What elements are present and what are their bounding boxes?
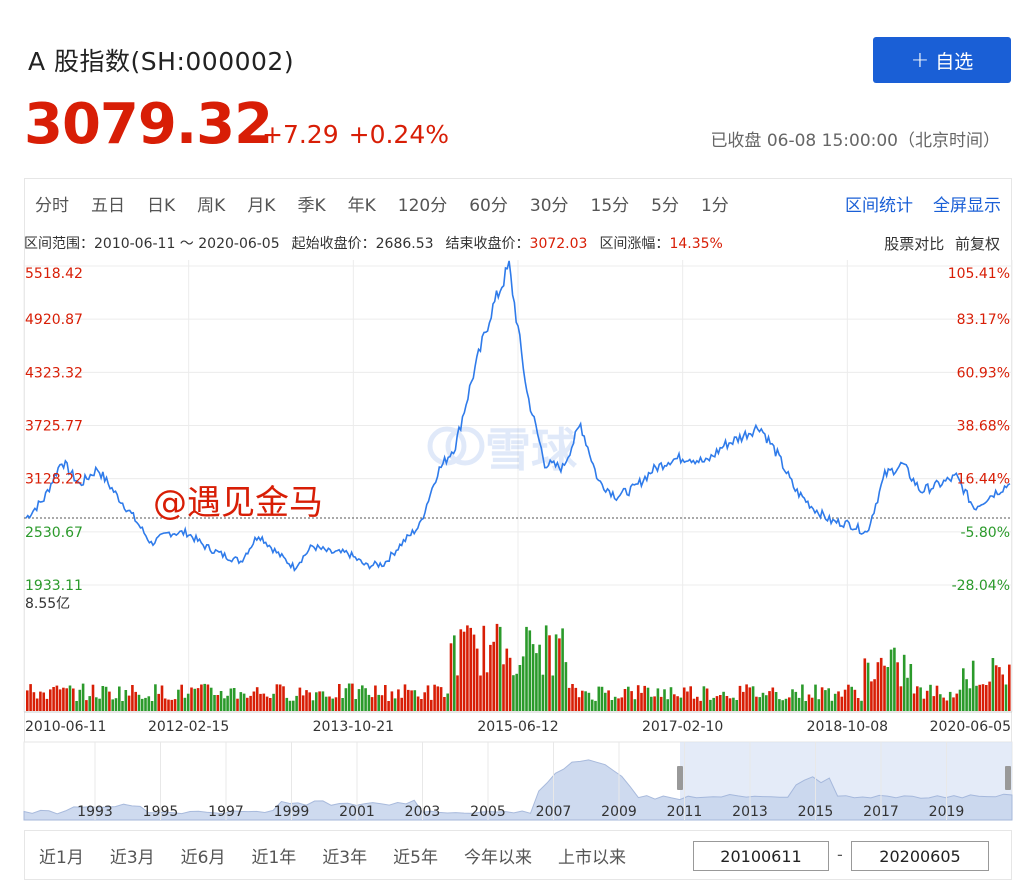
period-tab[interactable]: 分时 [35, 196, 69, 216]
current-price: 3079.32 [24, 92, 273, 157]
range-button[interactable]: 近3年 [322, 847, 368, 868]
period-tab[interactable]: 60分 [469, 196, 508, 216]
stock-compare-button[interactable]: 股票对比 [884, 235, 945, 253]
range-label: 区间范围： [24, 236, 94, 252]
start-close-label: 起始收盘价： [291, 236, 376, 252]
add-watchlist-label: 自选 [935, 50, 974, 73]
period-tab[interactable]: 五日 [91, 196, 125, 216]
range-button[interactable]: 近5年 [393, 847, 438, 868]
chart-tools: 区间统计 全屏显示 [825, 191, 1001, 216]
range-button[interactable]: 近3月 [109, 847, 155, 868]
period-tab[interactable]: 120分 [397, 196, 448, 216]
range-button[interactable]: 近6月 [180, 847, 226, 868]
market-status: 已收盘 06-08 15:00:00（北京时间） [710, 131, 1000, 151]
period-tab[interactable]: 年K [347, 196, 376, 216]
period-tabs: 分时 五日 日K 周K 月K 季K 年K 120分 60分 30分 15分 5分 1分 [35, 191, 751, 216]
period-tab[interactable]: 1分 [700, 196, 729, 216]
page-title: A 股指数(SH:000002) [28, 47, 295, 76]
range-change-value: 14.35% [669, 236, 723, 252]
change-value: +7.29 [262, 120, 339, 149]
range-button[interactable]: 今年以来 [463, 847, 532, 868]
range-button[interactable]: 上市以来 [557, 847, 626, 868]
plus-icon: + [910, 47, 930, 73]
date-separator: - [837, 845, 843, 864]
range-selector: - 近1月 近3月 近6月 近1年 近3年 近5年 今年以来 上市以来 [24, 830, 1012, 880]
period-tab[interactable]: 周K [197, 196, 226, 216]
period-tab[interactable]: 15分 [590, 196, 630, 216]
start-close-value: 2686.53 [375, 236, 434, 252]
range-info: 区间范围：2010-06-11 ～ 2020-06-05 起始收盘价：2686.5… [24, 233, 723, 253]
end-date-input[interactable] [851, 841, 989, 871]
change-percent: +0.24% [348, 120, 449, 149]
chart-options: 股票对比 前复权 [878, 233, 1000, 254]
period-tab[interactable]: 季K [297, 196, 326, 216]
price-change: +7.29 +0.24% [262, 120, 459, 149]
chart-panel: 分时 五日 日K 周K 月K 季K 年K 120分 60分 30分 15分 5分 1分 区间统计 全屏显… [24, 178, 1012, 811]
add-watchlist-button[interactable]: + 自选 [873, 37, 1011, 83]
period-tab[interactable]: 5分 [651, 196, 679, 216]
period-tab[interactable]: 30分 [529, 196, 569, 216]
range-stats-button[interactable]: 区间统计 [845, 196, 913, 216]
end-close-value: 3072.03 [529, 236, 588, 252]
range-value: 2010-06-11 ～ 2020-06-05 [94, 236, 280, 252]
end-close-label: 结束收盘价： [445, 236, 530, 252]
range-button[interactable]: 近1月 [39, 847, 84, 868]
range-change-label: 区间涨幅： [599, 236, 670, 252]
range-button[interactable]: 近1年 [251, 847, 297, 868]
period-tab[interactable]: 月K [247, 196, 276, 216]
forward-adjust-button[interactable]: 前复权 [954, 235, 1000, 253]
period-tab[interactable]: 日K [147, 196, 176, 216]
start-date-input[interactable] [693, 841, 829, 871]
fullscreen-button[interactable]: 全屏显示 [933, 196, 1001, 216]
